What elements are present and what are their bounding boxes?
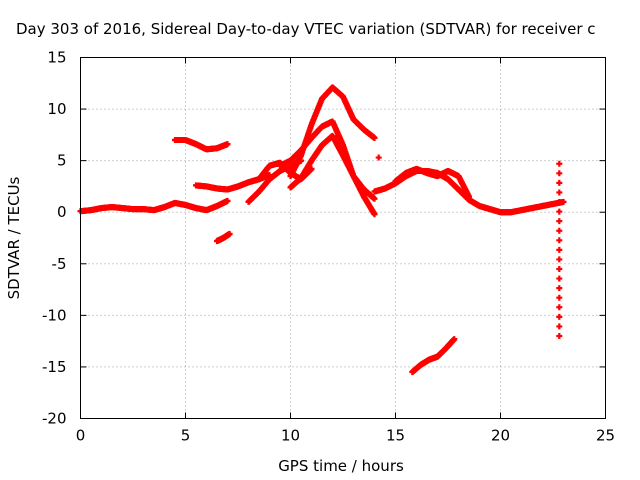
y-tick-label: -10 [42,306,67,324]
plot-frame [80,57,606,419]
data-point [226,230,233,237]
data-point [466,193,472,200]
y-tick-label: -15 [42,358,67,376]
data-point [556,266,563,272]
series-points-isolated [375,154,563,339]
data-point [556,304,563,311]
data-point [556,189,563,196]
data-point [224,141,231,148]
y-axis-label: SDTVAR / TECUs [5,176,23,299]
y-tick-label: -5 [52,255,67,273]
series-track-peak-low [287,132,378,202]
data-point [556,246,563,253]
data-point [451,336,458,343]
data-point [556,227,563,234]
series-track-peak-high [287,84,378,180]
data-point [224,197,231,204]
series-track-baseline-morning [77,197,231,215]
chart-title: Day 303 of 2016, Sidereal Day-to-day VTE… [16,20,596,38]
grid [80,57,606,419]
data-point [556,199,563,206]
x-tick-label: 0 [76,427,86,445]
data-point [556,256,563,263]
data-point [556,313,563,320]
data-point [556,237,563,244]
data-point [371,211,378,218]
data-series [77,84,567,376]
data-point [556,332,563,339]
series-track-negative-afternoon [409,336,458,376]
series-track-negative-short [214,230,233,245]
data-point [556,160,563,167]
x-tick-label: 25 [596,427,615,445]
data-point [556,285,563,292]
series-track-peak-mid [277,118,378,218]
data-point [371,134,378,141]
data-point [556,294,563,301]
data-point [556,218,563,225]
data-point [556,179,563,186]
y-tick-label: 5 [57,152,67,170]
x-tick-label: 15 [386,427,405,445]
x-axis-label: GPS time / hours [278,457,404,475]
y-tick-label: 10 [47,100,66,118]
series-track-afternoon-2 [392,165,472,200]
data-point [556,323,563,330]
data-point [371,195,378,202]
series-track-high-morning [172,137,231,153]
y-tick-label: -20 [42,410,67,428]
x-tick-label: 10 [281,427,300,445]
data-point [556,170,563,177]
x-tick-label: 20 [491,427,510,445]
y-tick-label: 15 [47,49,66,67]
data-point [556,208,563,215]
y-tick-label: 0 [57,203,67,221]
data-point [556,275,563,282]
axis-ticks: 0 5 10 15 20 25 15 10 5 0 -5 -10 -15 -20 [42,49,615,445]
x-tick-label: 5 [181,427,191,445]
data-point [375,154,382,161]
